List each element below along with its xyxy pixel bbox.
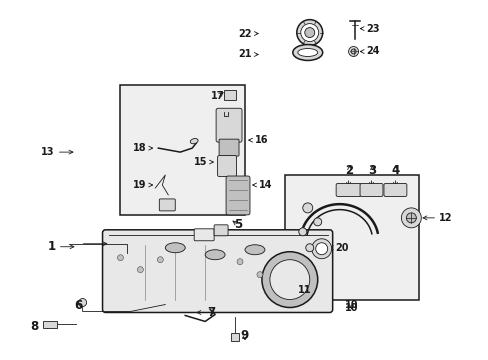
Bar bbox=[230, 333, 239, 341]
Circle shape bbox=[315, 243, 327, 255]
Circle shape bbox=[298, 228, 306, 236]
FancyBboxPatch shape bbox=[214, 225, 227, 236]
Circle shape bbox=[269, 260, 309, 300]
Text: 16: 16 bbox=[254, 135, 268, 145]
Ellipse shape bbox=[297, 49, 317, 57]
Text: 3: 3 bbox=[367, 163, 376, 176]
Circle shape bbox=[305, 244, 313, 252]
Text: 10: 10 bbox=[344, 302, 358, 312]
Circle shape bbox=[304, 28, 314, 37]
Ellipse shape bbox=[190, 139, 198, 144]
Text: 10: 10 bbox=[344, 300, 358, 310]
Text: 2: 2 bbox=[345, 163, 353, 176]
Text: 5: 5 bbox=[233, 218, 242, 231]
Ellipse shape bbox=[205, 250, 224, 260]
Text: 21: 21 bbox=[238, 49, 251, 59]
Text: 1: 1 bbox=[47, 240, 56, 253]
Circle shape bbox=[401, 208, 421, 228]
Circle shape bbox=[348, 46, 358, 57]
Text: 6: 6 bbox=[74, 299, 82, 312]
FancyBboxPatch shape bbox=[335, 184, 360, 197]
Circle shape bbox=[137, 267, 143, 273]
Circle shape bbox=[157, 257, 163, 263]
Text: 8: 8 bbox=[30, 320, 39, 333]
Circle shape bbox=[406, 213, 415, 223]
Circle shape bbox=[296, 20, 322, 45]
Text: 12: 12 bbox=[438, 213, 452, 223]
Text: 15: 15 bbox=[193, 157, 207, 167]
Bar bbox=[224, 90, 236, 100]
Circle shape bbox=[311, 239, 331, 259]
Text: 13: 13 bbox=[41, 147, 55, 157]
Circle shape bbox=[256, 272, 263, 278]
Ellipse shape bbox=[244, 245, 264, 255]
Text: 17: 17 bbox=[211, 91, 224, 101]
Circle shape bbox=[262, 252, 317, 307]
Circle shape bbox=[300, 24, 318, 41]
Bar bbox=[120, 85, 244, 215]
FancyBboxPatch shape bbox=[159, 199, 175, 211]
FancyBboxPatch shape bbox=[216, 108, 242, 142]
Circle shape bbox=[79, 298, 86, 306]
Text: 4: 4 bbox=[390, 163, 399, 176]
Text: 18: 18 bbox=[132, 143, 146, 153]
FancyBboxPatch shape bbox=[194, 229, 214, 241]
Text: 19: 19 bbox=[133, 180, 146, 190]
Bar bbox=[42, 321, 57, 328]
Ellipse shape bbox=[292, 45, 322, 60]
FancyBboxPatch shape bbox=[225, 176, 249, 215]
Text: 9: 9 bbox=[241, 329, 248, 342]
Text: 14: 14 bbox=[259, 180, 272, 190]
Bar bbox=[285, 175, 419, 300]
FancyBboxPatch shape bbox=[102, 230, 332, 312]
FancyBboxPatch shape bbox=[383, 184, 406, 197]
FancyBboxPatch shape bbox=[219, 139, 239, 156]
Text: 23: 23 bbox=[366, 24, 379, 33]
FancyBboxPatch shape bbox=[217, 156, 236, 176]
Circle shape bbox=[302, 203, 312, 213]
Text: 24: 24 bbox=[366, 46, 379, 57]
Circle shape bbox=[237, 259, 243, 265]
Circle shape bbox=[350, 49, 355, 54]
Text: 11: 11 bbox=[297, 284, 311, 294]
Text: 7: 7 bbox=[207, 306, 215, 319]
FancyBboxPatch shape bbox=[359, 184, 382, 197]
Circle shape bbox=[117, 255, 123, 261]
Circle shape bbox=[313, 218, 321, 226]
Ellipse shape bbox=[165, 243, 185, 253]
Text: 20: 20 bbox=[335, 243, 348, 253]
Text: 22: 22 bbox=[238, 28, 251, 39]
